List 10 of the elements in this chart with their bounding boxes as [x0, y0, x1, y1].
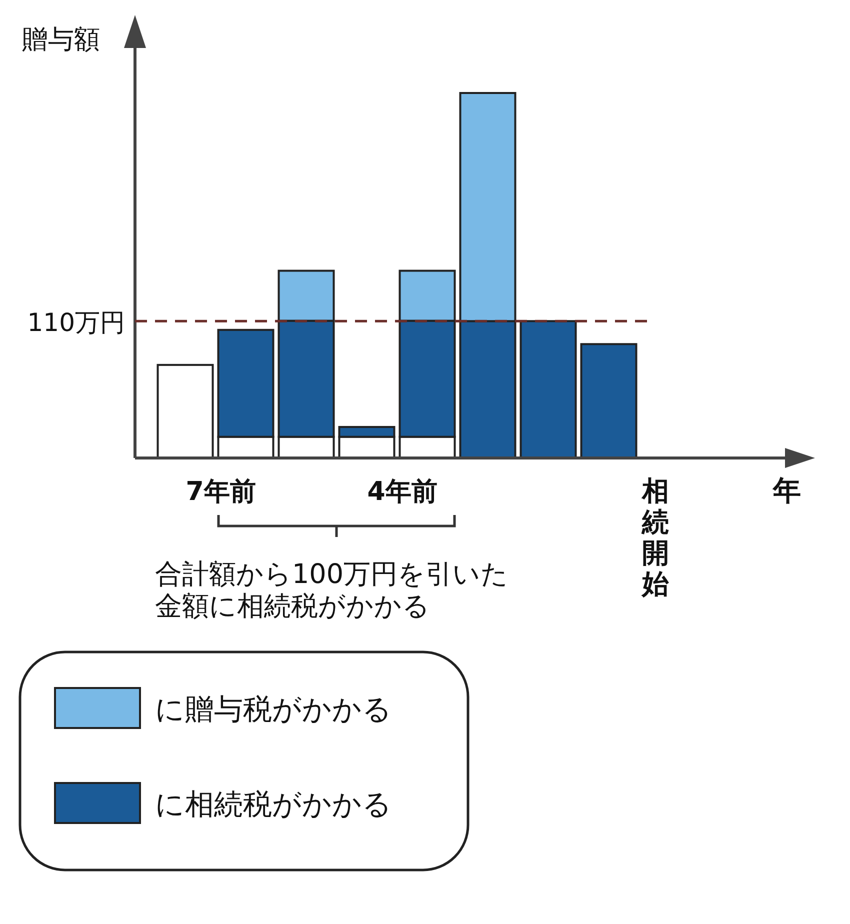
legend-label: に贈与税がかかる [155, 692, 392, 726]
ref-line-label: 110万円 [27, 308, 125, 338]
x-tick-label: 4年前 [367, 477, 438, 507]
x-axis-title: 年 [772, 474, 801, 507]
text: 合計額から100万円を引いた [155, 559, 509, 590]
y-axis-title: 贈与額 [22, 25, 100, 55]
x-tick-label: 7年前 [186, 477, 256, 507]
x-tick-label: 相続開始 [640, 476, 669, 600]
legend-label: に相続税がかかる [155, 787, 392, 821]
text: 金額に相続税がかかる [155, 591, 430, 622]
